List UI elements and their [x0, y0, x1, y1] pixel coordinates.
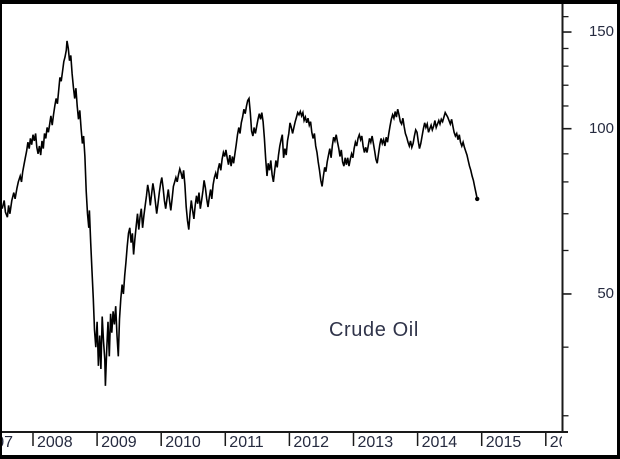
x-tick-label-2007: 2007	[1, 434, 13, 451]
x-tick-label-2012: 2012	[293, 434, 329, 451]
x-tick-label-2013: 2013	[357, 434, 394, 451]
y-tick-label-50: 50	[597, 284, 614, 302]
x-tick-label-2015: 2015	[485, 434, 522, 451]
x-tick-label-2010: 2010	[165, 434, 201, 451]
figure-border-right	[617, 0, 620, 459]
price-line-series	[1, 40, 478, 386]
x-tick-label-2009: 2009	[101, 434, 137, 451]
y-tick-label-150: 150	[588, 23, 614, 41]
x-tick-label-2008: 2008	[37, 434, 73, 451]
figure-border-bottom	[0, 455, 620, 459]
figure-border-top	[0, 0, 620, 4]
y-tick-label-100: 100	[588, 119, 614, 137]
price-line-endpoint	[475, 196, 480, 202]
x-tick-label-2014: 2014	[421, 434, 458, 451]
x-tick-label-2016: 2016	[549, 434, 563, 451]
series-annotation-label: Crude Oil	[329, 319, 419, 341]
figure-border-left	[0, 0, 2, 459]
x-tick-label-2011: 2011	[229, 434, 264, 451]
